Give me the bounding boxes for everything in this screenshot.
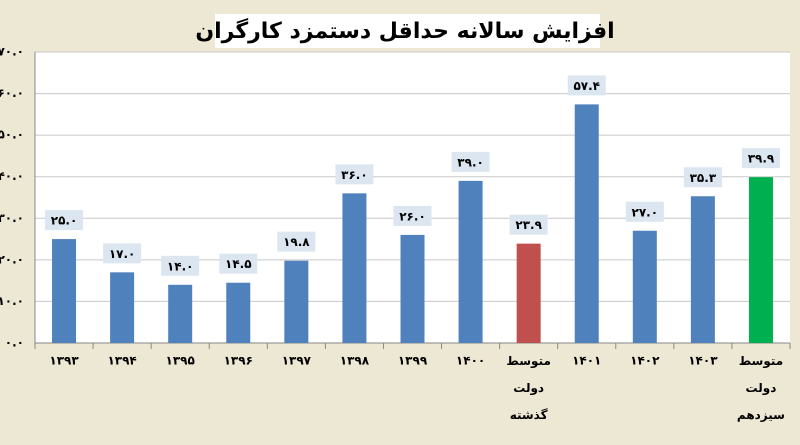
bar — [110, 272, 135, 343]
x-tick-label: ۱۴۰۱ — [572, 354, 601, 368]
bar — [284, 260, 309, 343]
value-label-box — [393, 205, 432, 226]
value-label-box — [277, 231, 316, 252]
x-tick-label: ۱۳۹۷ — [282, 354, 312, 368]
y-tick-label: ۶۰.۰ — [0, 86, 24, 100]
bar — [342, 193, 367, 343]
bar — [458, 180, 483, 343]
bar — [690, 196, 715, 343]
y-tick-label: ۴۰.۰ — [0, 169, 24, 183]
x-tick-label: ۱۴۰۳ — [688, 354, 718, 368]
y-tick-label: ۱۰.۰ — [0, 294, 24, 308]
bar — [400, 234, 425, 343]
title-box — [215, 14, 600, 48]
bar — [748, 177, 773, 343]
chart-title: افزایش سالانه حداقل دستمزد کارگران — [195, 17, 614, 44]
value-label-box — [741, 148, 780, 169]
y-tick-label: ۳۰.۰ — [0, 211, 24, 225]
x-tick-label: متوسط دولت گذشته — [506, 354, 551, 422]
value-label: ۱۴.۰ — [167, 259, 194, 273]
bar — [226, 282, 251, 343]
y-tick-label: ۰.۰ — [5, 336, 24, 350]
value-label: ۳۹.۰ — [457, 155, 484, 169]
value-label: ۳۹.۹ — [748, 152, 775, 166]
value-label: ۱۷.۰ — [109, 247, 136, 261]
x-tick-label: ۱۴۰۲ — [630, 354, 660, 368]
value-label: ۲۳.۹ — [515, 218, 542, 232]
value-label-box — [509, 214, 548, 235]
x-tick-label: ۱۴۰۰ — [456, 354, 485, 368]
value-label: ۵۷.۴ — [573, 79, 600, 93]
x-tick-label: ۱۳۹۶ — [224, 354, 253, 368]
x-tick-label: متوسط دولت سیزدهم — [737, 354, 785, 422]
value-label-box — [219, 253, 258, 274]
value-label: ۲۶.۰ — [399, 209, 426, 223]
value-label-box — [45, 210, 84, 231]
x-tick-label: ۱۳۹۵ — [166, 354, 195, 368]
bar — [52, 239, 77, 343]
value-label: ۲۷.۰ — [632, 205, 659, 219]
bar — [516, 243, 541, 343]
bar — [574, 104, 599, 343]
x-tick-label: ۱۳۹۴ — [107, 354, 136, 368]
value-label-box — [683, 167, 722, 188]
x-tick-label: ۱۳۹۳ — [49, 354, 79, 368]
value-label: ۳۵.۳ — [690, 171, 717, 185]
value-label-box — [625, 201, 664, 222]
bar — [168, 284, 193, 343]
value-label: ۱۹.۸ — [283, 235, 310, 249]
value-label-box — [161, 255, 200, 276]
y-tick-label: ۲۰.۰ — [0, 252, 24, 266]
value-label: ۲۵.۰ — [51, 214, 78, 228]
x-tick-label: ۱۳۹۹ — [398, 354, 428, 368]
y-tick-label: ۵۰.۰ — [0, 128, 24, 142]
value-label-box — [103, 243, 142, 264]
x-tick-label: ۱۳۹۸ — [340, 354, 370, 368]
value-label: ۳۶.۰ — [341, 168, 368, 182]
y-tick-label: ۷۰.۰ — [0, 45, 24, 59]
value-label-box — [451, 151, 490, 172]
bar — [632, 230, 657, 343]
value-label-box — [335, 164, 374, 185]
value-label: ۱۴.۵ — [225, 257, 252, 271]
value-label-box — [567, 75, 606, 96]
